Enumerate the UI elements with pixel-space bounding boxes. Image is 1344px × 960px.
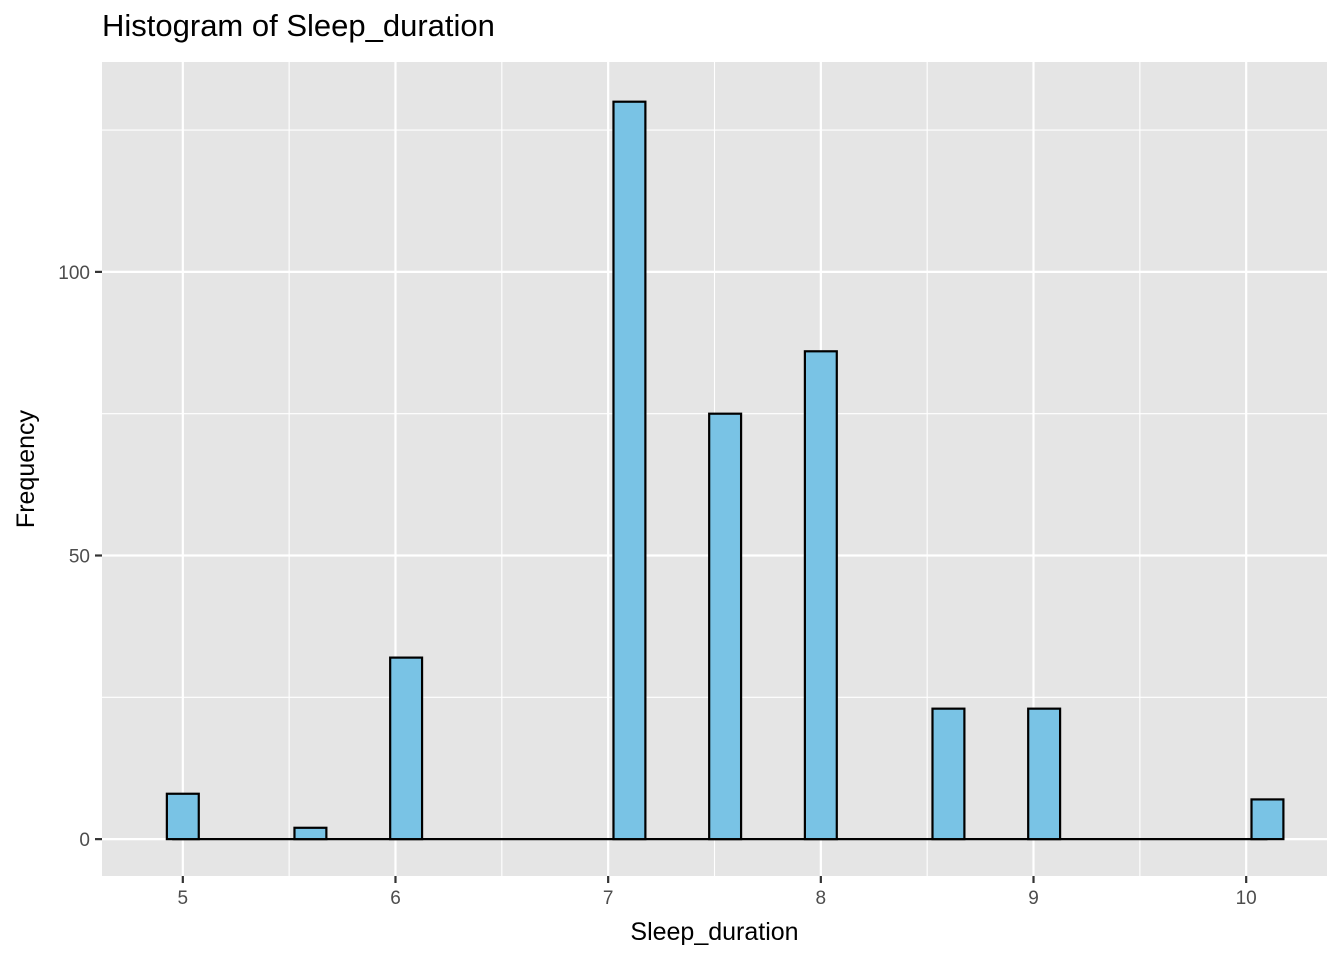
- y-axis-title: Frequency: [12, 409, 40, 528]
- x-axis-title: Sleep_duration: [630, 918, 798, 946]
- histogram-bar: [612, 100, 647, 841]
- histogram-bar: [1027, 707, 1062, 841]
- histogram-bar: [389, 656, 424, 841]
- histogram-bars: [165, 100, 1285, 841]
- histogram-bar: [931, 707, 966, 841]
- y-tick-label: 0: [79, 830, 90, 851]
- x-tick-label: 10: [1236, 888, 1257, 909]
- y-tick-label: 50: [69, 547, 90, 568]
- x-tick-label: 8: [816, 888, 827, 909]
- chart-title: Histogram of Sleep_duration: [102, 8, 495, 43]
- histogram-bar: [293, 826, 328, 841]
- histogram-bar: [803, 350, 838, 841]
- histogram-bar: [708, 412, 743, 841]
- x-tick-label: 9: [1028, 888, 1039, 909]
- histogram-bar: [1250, 798, 1285, 841]
- x-axis-ticks: 5 6 7 8 9 10: [178, 876, 1257, 909]
- x-tick-label: 6: [390, 888, 401, 909]
- y-tick-label: 100: [58, 263, 90, 284]
- histogram-bar: [165, 792, 200, 841]
- x-tick-label: 5: [178, 888, 189, 909]
- y-axis-ticks: 0 50 100: [58, 263, 102, 851]
- x-tick-label: 7: [603, 888, 614, 909]
